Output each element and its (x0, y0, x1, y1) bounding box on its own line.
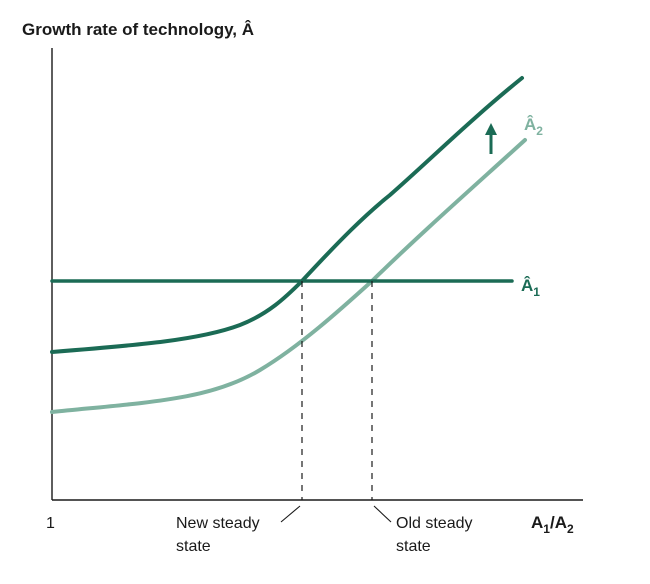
x-axis-label-a2: A (555, 513, 567, 532)
new-steady-state-label: New steady state (176, 515, 264, 555)
old-a2-curve (50, 138, 527, 414)
a2-label-sub: 2 (536, 124, 543, 138)
up-arrow-icon (485, 123, 497, 154)
x-axis-label-slash: / (550, 513, 555, 532)
new-steady-state-line2: state (176, 538, 211, 555)
x-axis-label-sub2: 2 (567, 522, 574, 536)
old-steady-state-line2: state (396, 538, 431, 555)
a1-label-sub: 1 (533, 285, 540, 299)
origin-label: 1 (46, 515, 55, 532)
a2-label: Â2 (524, 115, 543, 138)
new-steady-state-line1: New steady (176, 515, 260, 532)
new-steady-state-leader (280, 505, 301, 523)
old-steady-state-leader (373, 505, 392, 523)
a1-label: Â1 (521, 276, 540, 299)
a2-label-base: Â (524, 115, 536, 134)
a1-label-base: Â (521, 276, 533, 295)
x-axis-label-sub1: 1 (543, 522, 550, 536)
old-steady-state-label: Old steady state (396, 515, 477, 555)
y-axis-title: Growth rate of technology, Â (22, 20, 254, 39)
x-axis-label-a1: A (531, 513, 543, 532)
old-steady-state-line1: Old steady (396, 515, 472, 532)
new-a2-curve (50, 76, 524, 354)
x-axis-label: A1/A2 (531, 513, 574, 536)
